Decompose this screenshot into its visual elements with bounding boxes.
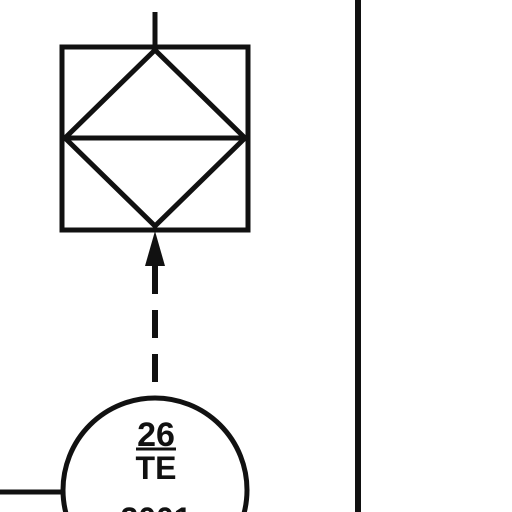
instrument-function-code: TE [136,450,177,486]
signal-arrowhead [145,231,165,266]
instrument-tag-number: 2001 [120,501,191,512]
function-block-diamond [61,46,249,230]
function-block-converter-symbol [59,44,251,233]
